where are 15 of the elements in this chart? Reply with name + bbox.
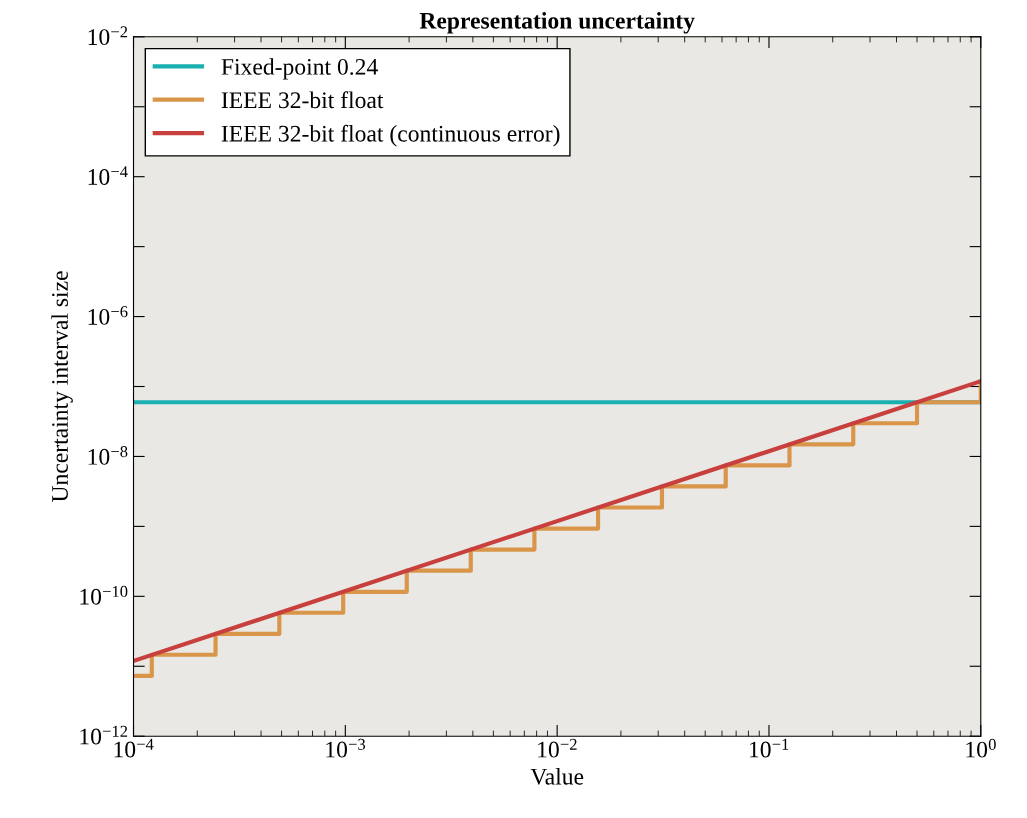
legend-label: Fixed-point 0.24 (221, 58, 378, 80)
x-tick-label: 10$^{−3}$ (326, 738, 366, 758)
y-tick-label: 10$^{−2}$ (88, 26, 128, 46)
x-tick-label: 10$^{0}$ (966, 738, 996, 758)
y-tick-label: 10$^{−8}$ (88, 445, 128, 465)
y-tick-label: 10$^{−6}$ (88, 306, 128, 325)
y-tick-label: 10$^{−10}$ (80, 585, 128, 605)
x-tick-label: 10$^{−2}$ (538, 738, 577, 758)
chart-title: Representation uncertainty (419, 12, 695, 34)
legend-label: IEEE 32-bit float (continuous error) (221, 124, 560, 147)
x-axis-title: Value (530, 768, 584, 785)
y-tick-label: 10$^{−4}$ (88, 166, 128, 185)
legend-label: IEEE 32-bit float (221, 91, 384, 109)
x-tick-label: 10$^{−1}$ (750, 738, 789, 758)
y-axis-title: Uncertainty interval size (51, 271, 73, 503)
